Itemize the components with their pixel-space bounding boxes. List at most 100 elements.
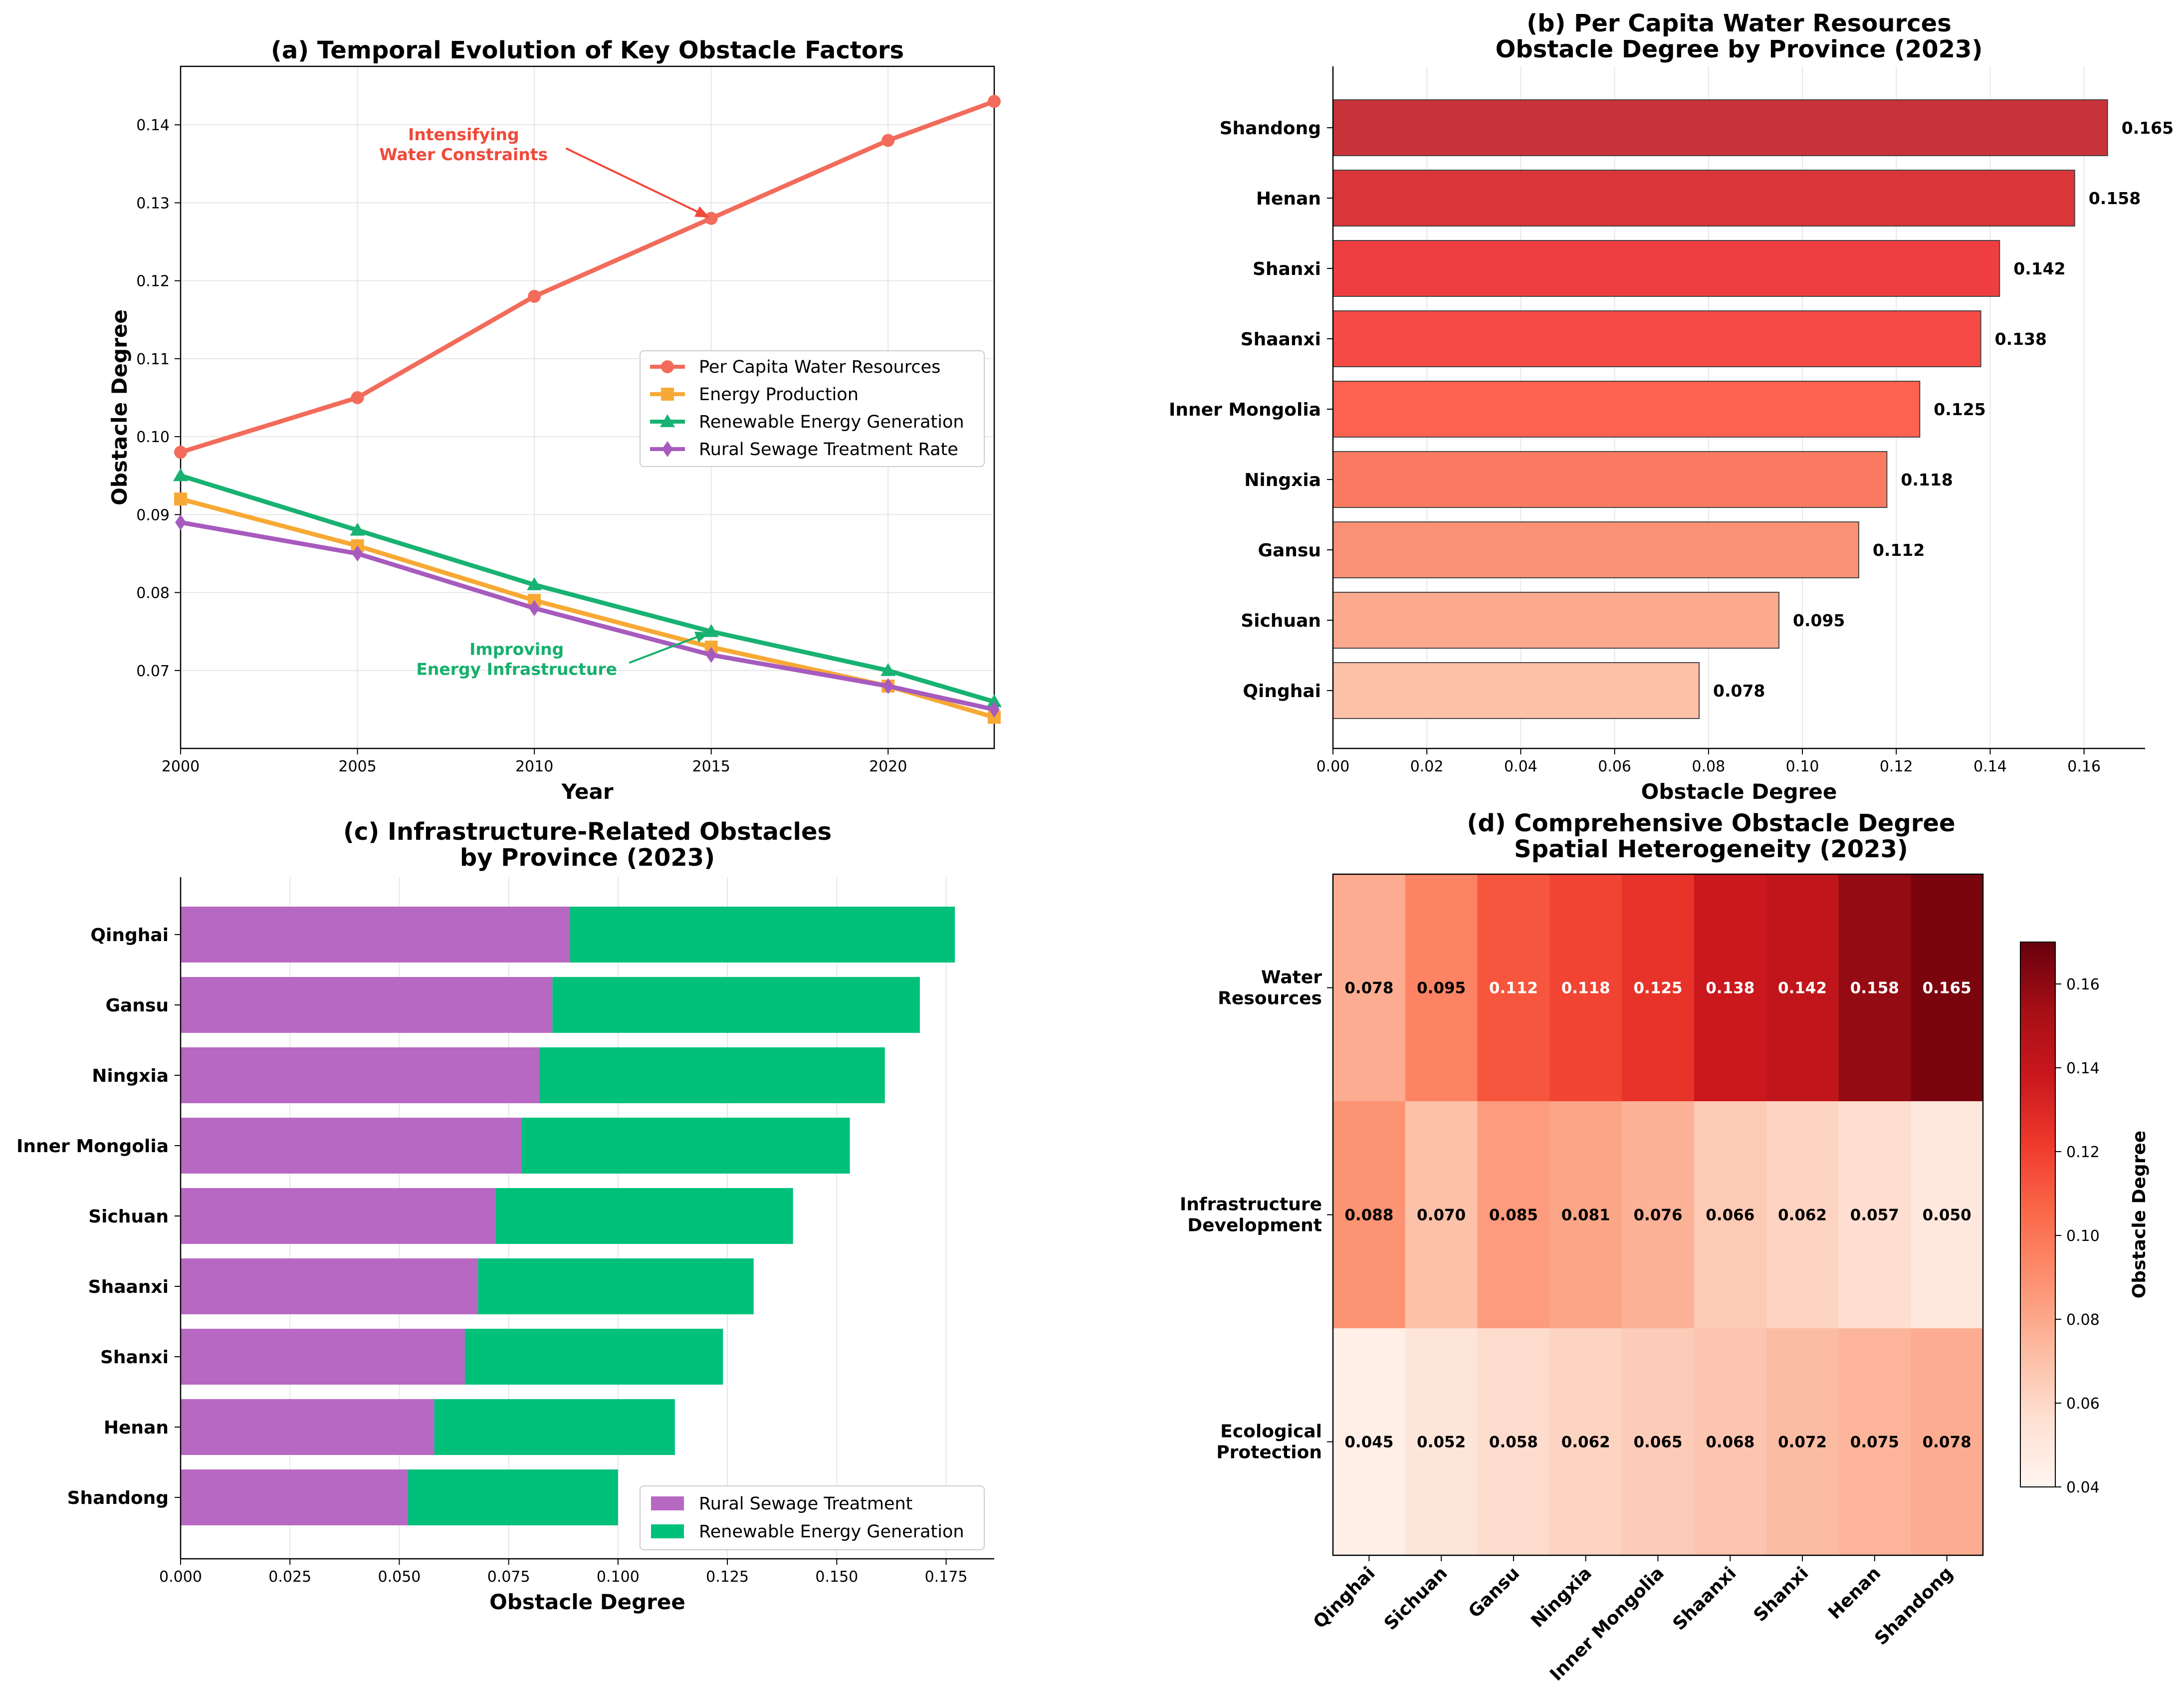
bar bbox=[1332, 662, 1700, 719]
x-tick-label: 0.02 bbox=[1410, 758, 1444, 775]
bar bbox=[1332, 381, 1921, 438]
x-tick-label: 0.175 bbox=[925, 1568, 968, 1586]
heatmap-cell bbox=[1911, 1101, 1983, 1329]
panel-b-bar-chart: 0.00 0.02 0.04 0.06 0.08 0.10 0.12 0.14 0.16 Shan… bbox=[1169, 9, 2174, 804]
stacked-bar-segment bbox=[478, 1258, 754, 1314]
data-point bbox=[880, 663, 896, 676]
chart-title: Spatial Heterogeneity (2023) bbox=[1514, 835, 1908, 863]
value-label: 0.078 bbox=[1713, 681, 1765, 701]
data-point bbox=[527, 577, 542, 590]
x-axis-label: Year bbox=[561, 779, 613, 804]
x-tick-label: 0.10 bbox=[1786, 758, 1819, 775]
annotation-arrowhead bbox=[694, 632, 709, 643]
cell-value-label: 0.085 bbox=[1489, 1207, 1538, 1224]
axes-frame bbox=[180, 65, 995, 749]
chart-title: Obstacle Degree by Province (2023) bbox=[1496, 35, 1983, 63]
x-tick-label: 0.06 bbox=[1598, 758, 1631, 775]
heatmap-cell bbox=[1838, 874, 1911, 1102]
y-tick-label: 0.08 bbox=[136, 585, 170, 602]
heatmap-cell bbox=[1694, 1328, 1767, 1556]
heatmap-cell bbox=[1622, 1101, 1695, 1329]
heatmap-cell bbox=[1405, 1101, 1478, 1329]
heatmap-cell bbox=[1549, 1101, 1622, 1329]
stacked-bar-segment bbox=[552, 977, 920, 1033]
bar bbox=[1332, 240, 2000, 297]
data-point bbox=[987, 694, 1002, 708]
y-tick-label: 0.11 bbox=[136, 351, 170, 368]
x-tick-label: 0.050 bbox=[378, 1568, 421, 1586]
row-label: Protection bbox=[1216, 1443, 1322, 1463]
data-point bbox=[882, 678, 894, 695]
stacked-bar-segment bbox=[408, 1469, 618, 1525]
x-tick-label: 2015 bbox=[692, 758, 730, 775]
stacked-bar-segment bbox=[181, 1258, 478, 1314]
x-tick-label: 2020 bbox=[869, 758, 907, 775]
stacked-bar-segment bbox=[181, 1329, 465, 1385]
heatmap-cell bbox=[1622, 1328, 1695, 1556]
annotation-text: Intensifying bbox=[408, 125, 519, 144]
category-label: Shaanxi bbox=[1241, 329, 1321, 350]
chart-title: (d) Comprehensive Obstacle Degree bbox=[1467, 809, 1955, 837]
heatmap-cell bbox=[1333, 1328, 1406, 1556]
y-axis-label: Obstacle Degree bbox=[107, 309, 132, 505]
x-tick-label: 0.00 bbox=[1316, 758, 1350, 775]
category-label: Henan bbox=[1256, 189, 1321, 209]
x-axis-label: Obstacle Degree bbox=[1641, 779, 1837, 804]
y-tick-label: 0.10 bbox=[136, 429, 170, 446]
category-label: Shanxi bbox=[100, 1347, 169, 1368]
data-point bbox=[881, 134, 895, 147]
legend-marker bbox=[661, 360, 674, 373]
legend-marker bbox=[660, 414, 675, 427]
row-label: Development bbox=[1187, 1215, 1322, 1236]
series-line bbox=[180, 99, 995, 455]
stacked-bar-segment bbox=[464, 1329, 723, 1385]
data-point bbox=[988, 95, 1001, 108]
cell-value-label: 0.072 bbox=[1778, 1434, 1827, 1452]
stacked-bar-segment bbox=[181, 1047, 540, 1103]
heatmap-cell bbox=[1911, 874, 1983, 1102]
annotation-arrow bbox=[629, 635, 700, 664]
data-point bbox=[174, 492, 187, 506]
cell-value-label: 0.045 bbox=[1344, 1434, 1393, 1452]
bar bbox=[1332, 99, 2108, 156]
row-label: Infrastructure bbox=[1180, 1195, 1322, 1215]
stacked-bar-segment bbox=[570, 907, 955, 963]
legend-marker bbox=[661, 388, 674, 401]
cell-value-label: 0.158 bbox=[1850, 979, 1899, 997]
cell-value-label: 0.062 bbox=[1778, 1207, 1827, 1224]
cell-value-label: 0.095 bbox=[1417, 979, 1466, 997]
y-tick-label: 0.14 bbox=[136, 117, 170, 134]
heatmap-cell bbox=[1838, 1328, 1911, 1556]
legend-entry: Renewable Energy Generation bbox=[699, 1522, 964, 1542]
cell-value-label: 0.078 bbox=[1923, 1434, 1971, 1452]
x-tick-label: 0.000 bbox=[159, 1568, 202, 1586]
cell-value-label: 0.052 bbox=[1417, 1434, 1466, 1452]
column-label: Gansu bbox=[1465, 1563, 1524, 1622]
data-point bbox=[529, 600, 540, 616]
bar bbox=[1332, 451, 1888, 508]
column-label: Henan bbox=[1824, 1563, 1885, 1623]
column-label: Qinghai bbox=[1310, 1563, 1379, 1633]
bar bbox=[1332, 592, 1779, 649]
heatmap-cell bbox=[1694, 1101, 1767, 1329]
cell-value-label: 0.066 bbox=[1706, 1207, 1754, 1224]
stacked-bar-segment bbox=[181, 1399, 435, 1455]
y-tick-label: 0.09 bbox=[136, 506, 170, 524]
cell-value-label: 0.088 bbox=[1344, 1207, 1393, 1224]
category-label: Inner Mongolia bbox=[16, 1136, 169, 1157]
stacked-bar-segment bbox=[495, 1188, 793, 1244]
annotation-text: Water Constraints bbox=[379, 145, 548, 164]
value-label: 0.138 bbox=[1995, 329, 2047, 349]
value-label: 0.125 bbox=[1934, 400, 1985, 419]
legend: Per Capita Water Resources Energy Product… bbox=[640, 350, 985, 467]
x-tick-label: 0.150 bbox=[815, 1568, 858, 1586]
row-label: Resources bbox=[1218, 988, 1322, 1009]
x-tick-label: 0.08 bbox=[1692, 758, 1725, 775]
heatmap-cell bbox=[1766, 874, 1839, 1102]
colorbar-label: Obstacle Degree bbox=[2129, 1131, 2150, 1299]
cell-value-label: 0.078 bbox=[1344, 979, 1393, 997]
category-label: Gansu bbox=[1258, 540, 1321, 561]
x-tick-label: 0.075 bbox=[487, 1568, 530, 1586]
colorbar bbox=[2020, 942, 2056, 1487]
column-label: Sichuan bbox=[1380, 1563, 1452, 1634]
